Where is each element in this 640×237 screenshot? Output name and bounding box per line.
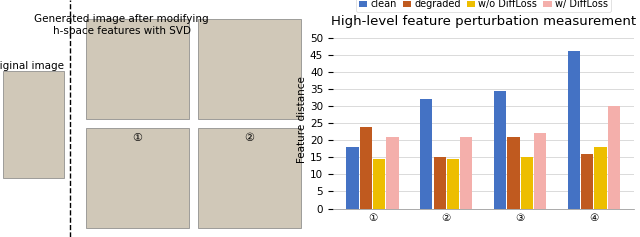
Text: ①: ① [132, 133, 143, 143]
Bar [568, 51, 580, 209]
Bar [508, 137, 520, 209]
Bar [520, 157, 533, 209]
Bar [494, 91, 506, 209]
Bar [198, 19, 301, 118]
Bar [198, 128, 301, 228]
Bar [447, 159, 459, 209]
Bar [387, 137, 399, 209]
Bar [460, 137, 472, 209]
Text: Original image: Original image [0, 61, 64, 71]
Bar [346, 147, 358, 209]
Bar [420, 99, 433, 209]
Bar [373, 159, 385, 209]
Bar [581, 154, 593, 209]
Text: Generated image after modifying
h-space features with SVD: Generated image after modifying h-space … [35, 14, 209, 36]
Bar [86, 19, 189, 118]
Y-axis label: Feature distance: Feature distance [297, 76, 307, 163]
Bar [595, 147, 607, 209]
Bar [3, 71, 64, 178]
Bar [534, 133, 546, 209]
Bar [86, 128, 189, 228]
Text: ②: ② [244, 133, 255, 143]
Legend: clean, degraded, w/o DiffLoss, w/ DiffLoss: clean, degraded, w/o DiffLoss, w/ DiffLo… [356, 0, 611, 12]
Bar [360, 127, 372, 209]
Bar [608, 106, 620, 209]
Title: High-level feature perturbation measurement: High-level feature perturbation measurem… [331, 15, 636, 28]
Bar [433, 157, 446, 209]
